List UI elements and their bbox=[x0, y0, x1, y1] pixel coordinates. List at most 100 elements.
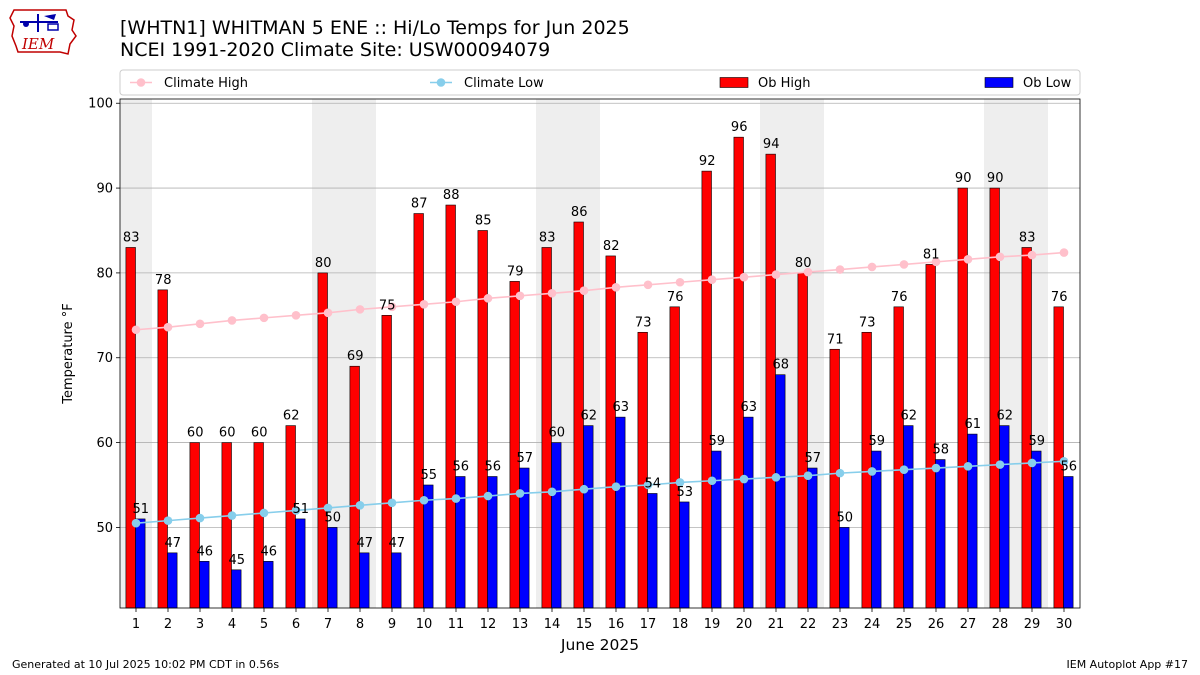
ob-high-label: 75 bbox=[379, 298, 396, 313]
weekend-shade bbox=[312, 99, 344, 608]
ob-high-label: 80 bbox=[315, 256, 332, 271]
x-tick-label: 15 bbox=[576, 617, 593, 632]
climate-low-point bbox=[195, 513, 205, 523]
climate-low-point bbox=[483, 491, 493, 501]
climate-high-point bbox=[1027, 250, 1037, 260]
ob-low-label: 47 bbox=[389, 536, 406, 551]
ob-high-bar bbox=[413, 213, 424, 609]
y-tick-label: 90 bbox=[96, 182, 113, 197]
ob-high-bar bbox=[925, 264, 936, 609]
ob-low-bar bbox=[711, 450, 722, 609]
ob-low-bar bbox=[231, 569, 242, 609]
ob-high-label: 79 bbox=[507, 264, 524, 279]
ob-low-bar bbox=[327, 527, 338, 609]
weekend-shade bbox=[120, 99, 152, 608]
climate-low-point bbox=[579, 484, 589, 494]
x-tick-label: 2 bbox=[164, 617, 172, 632]
ob-high-label: 60 bbox=[187, 426, 204, 441]
ob-low-bar bbox=[455, 476, 466, 609]
ob-low-bar bbox=[903, 425, 914, 609]
climate-low-point bbox=[451, 494, 461, 503]
ob-high-bar bbox=[477, 230, 488, 609]
x-tick-label: 23 bbox=[832, 617, 849, 632]
x-tick-label: 10 bbox=[416, 617, 433, 632]
ob-high-bar bbox=[1053, 306, 1064, 609]
x-tick-label: 4 bbox=[228, 617, 236, 632]
ob-high-bar bbox=[1021, 247, 1032, 609]
ob-low-bar bbox=[391, 552, 402, 609]
weekend-shade bbox=[344, 99, 376, 608]
ob-low-label: 50 bbox=[837, 510, 854, 525]
ob-high-bar bbox=[445, 204, 456, 609]
ob-high-label: 83 bbox=[539, 230, 556, 245]
weekend-shade bbox=[536, 99, 568, 608]
climate-high-point bbox=[483, 294, 493, 303]
legend-ob-low-label: Ob Low bbox=[1023, 76, 1072, 91]
ob-high-label: 81 bbox=[923, 247, 940, 262]
climate-high-point bbox=[931, 257, 941, 267]
ob-low-bar bbox=[551, 442, 562, 609]
x-tick-label: 19 bbox=[704, 617, 721, 632]
x-tick-label: 25 bbox=[896, 617, 913, 632]
climate-low-point bbox=[419, 495, 429, 505]
ob-high-label: 60 bbox=[251, 426, 268, 441]
climate-high-point bbox=[547, 288, 557, 298]
climate-high-point bbox=[387, 302, 397, 312]
ob-low-bar bbox=[967, 433, 978, 609]
climate-low-point bbox=[387, 498, 397, 508]
logo-text: IEM bbox=[21, 35, 55, 53]
climate-low-point bbox=[355, 501, 365, 510]
climate-low-point bbox=[547, 487, 557, 497]
ob-high-label: 88 bbox=[443, 188, 460, 203]
x-tick-label: 27 bbox=[960, 617, 977, 632]
ob-low-label: 58 bbox=[933, 443, 950, 458]
climate-low-point bbox=[963, 462, 973, 471]
ob-high-label: 83 bbox=[123, 230, 140, 245]
climate-high-point bbox=[611, 283, 621, 292]
climate-high-point bbox=[451, 297, 461, 307]
x-tick-label: 24 bbox=[864, 617, 881, 632]
climate-high-point bbox=[899, 260, 909, 269]
climate-low-point bbox=[163, 516, 173, 525]
ob-low-label: 47 bbox=[165, 536, 182, 551]
ob-high-label: 90 bbox=[955, 171, 972, 186]
climate-low-point bbox=[323, 503, 333, 513]
climate-low-point bbox=[643, 480, 653, 490]
climate-high-line bbox=[135, 251, 1065, 331]
ob-high-bar bbox=[541, 247, 552, 609]
climate-low-point bbox=[803, 471, 813, 480]
ob-high-bar bbox=[189, 442, 200, 609]
ob-low-bar bbox=[1063, 476, 1074, 609]
ob-high-bar bbox=[765, 153, 776, 609]
climate-high-point bbox=[515, 291, 525, 301]
ob-high-label: 94 bbox=[763, 137, 780, 152]
x-tick-label: 30 bbox=[1056, 617, 1073, 632]
ob-high-bar bbox=[509, 281, 520, 609]
ob-low-bar bbox=[615, 416, 626, 609]
y-tick-label: 80 bbox=[96, 266, 113, 281]
ob-low-label: 59 bbox=[1029, 434, 1046, 449]
climate-low-point bbox=[675, 478, 685, 487]
weekend-shade bbox=[984, 99, 1016, 608]
ob-low-bar bbox=[647, 493, 658, 609]
ob-low-label: 62 bbox=[581, 409, 598, 424]
ob-low-label: 57 bbox=[517, 451, 534, 466]
ob-high-label: 76 bbox=[1051, 290, 1068, 305]
ob-low-bar bbox=[1031, 450, 1042, 609]
legend-climate-low-label: Climate Low bbox=[464, 76, 544, 91]
x-tick-label: 22 bbox=[800, 617, 817, 632]
climate-low-point bbox=[899, 465, 909, 475]
ob-low-label: 55 bbox=[421, 468, 438, 483]
x-tick-label: 8 bbox=[356, 617, 364, 632]
ob-high-bar bbox=[349, 365, 360, 609]
climate-high-point bbox=[643, 280, 653, 290]
ob-high-bar bbox=[221, 442, 232, 609]
ob-high-label: 83 bbox=[1019, 230, 1036, 245]
ob-high-label: 92 bbox=[699, 154, 716, 169]
x-tick-label: 12 bbox=[480, 617, 497, 632]
x-tick-label: 5 bbox=[260, 617, 268, 632]
weekend-shade bbox=[792, 99, 824, 608]
ob-low-label: 51 bbox=[133, 502, 150, 517]
legend-climate-low-marker bbox=[436, 78, 446, 87]
weekend-shade bbox=[568, 99, 600, 608]
